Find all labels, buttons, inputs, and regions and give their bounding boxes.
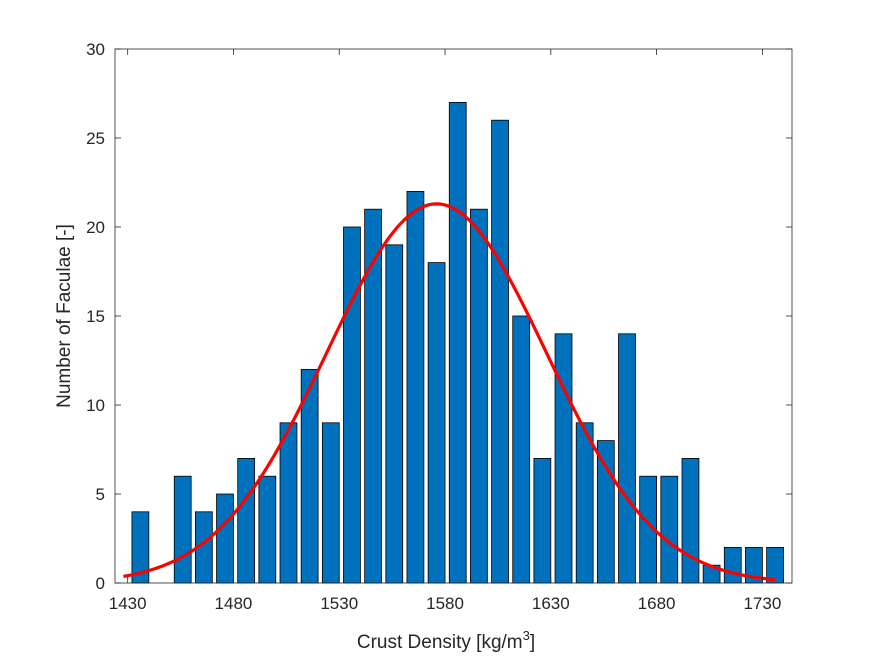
x-axis-label: Crust Density [kg/m3] — [357, 628, 535, 653]
y-tick-label: 30 — [86, 40, 105, 59]
y-tick-label: 20 — [86, 218, 105, 237]
x-tick-label: 1430 — [109, 594, 147, 613]
y-tick-label: 10 — [86, 396, 105, 415]
y-tick-label: 15 — [86, 307, 105, 326]
x-axis-label-superscript: 3 — [523, 628, 530, 643]
x-tick-label: 1730 — [743, 594, 781, 613]
bar — [173, 475, 192, 584]
bar — [681, 457, 700, 584]
bar — [427, 262, 446, 584]
bar — [554, 333, 573, 584]
bar — [237, 457, 256, 584]
bar — [321, 422, 340, 584]
y-tick-label: 25 — [86, 129, 105, 148]
y-axis-label: Number of Faculae [-] — [54, 224, 75, 408]
x-tick-label: 1630 — [532, 594, 570, 613]
x-axis-ticks: 1430 1480 1530 1580 1630 1680 1730 — [109, 49, 781, 613]
y-tick-label: 5 — [96, 485, 105, 504]
bar — [279, 422, 298, 584]
bar — [596, 440, 615, 584]
bar — [406, 190, 425, 584]
x-axis-label-main: Crust Density [kg/m — [357, 632, 523, 653]
bar — [258, 475, 277, 584]
x-tick-label: 1580 — [426, 594, 464, 613]
bar — [470, 208, 488, 584]
bar — [448, 102, 467, 584]
bar — [723, 547, 742, 584]
bar — [491, 119, 509, 584]
bar — [512, 315, 531, 584]
bar — [385, 244, 404, 584]
bar — [216, 493, 234, 584]
bar — [343, 226, 361, 584]
normal-fit-curve — [123, 202, 776, 582]
y-tick-label: 0 — [96, 574, 105, 593]
x-tick-label: 1680 — [638, 594, 676, 613]
x-tick-label: 1530 — [320, 594, 358, 613]
bar — [533, 457, 552, 584]
bars-group — [131, 102, 784, 584]
y-axis-ticks: 0 5 10 15 20 25 30 — [86, 40, 792, 593]
bar — [618, 333, 636, 584]
bar — [575, 422, 594, 584]
x-axis-label-suffix: ] — [530, 632, 535, 653]
x-tick-label: 1480 — [215, 594, 253, 613]
bar — [660, 475, 679, 584]
bar — [364, 208, 382, 584]
